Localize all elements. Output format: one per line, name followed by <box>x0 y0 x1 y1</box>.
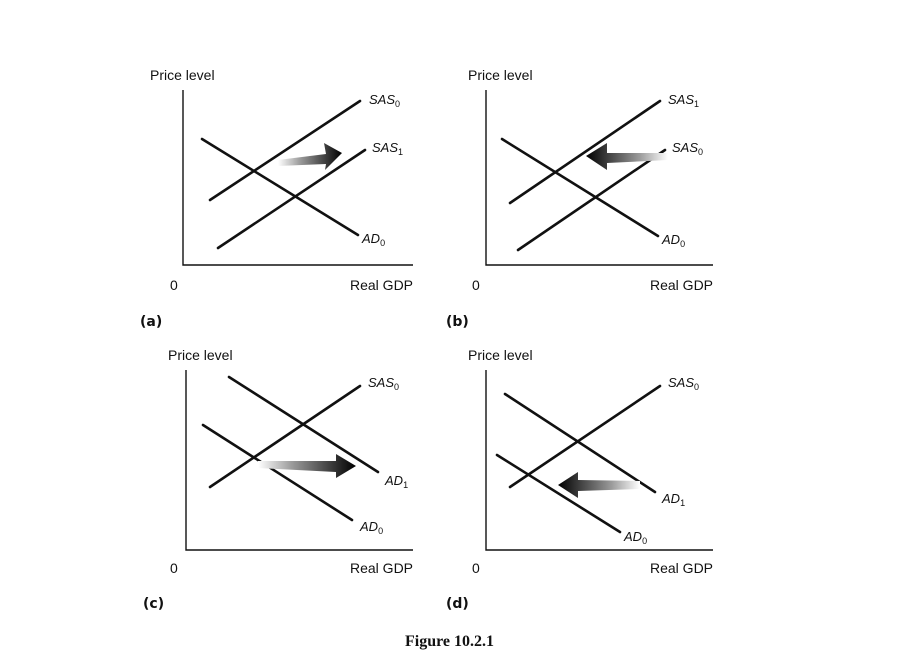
panel-b-x-axis-label: Real GDP <box>650 277 713 293</box>
panel-a-x-axis-label: Real GDP <box>350 277 413 293</box>
panel-a-sas1-curve <box>216 148 367 250</box>
panel-d-axes <box>485 370 713 551</box>
panel-a-axes <box>182 90 413 266</box>
panel-d-y-axis-label: Price level <box>468 347 533 363</box>
panel-d-x-axis-label: Real GDP <box>650 560 713 576</box>
panel-d-sas0-curve <box>508 384 662 489</box>
panel-b-sas1-label: SAS1 <box>668 92 699 109</box>
panel-c-x-axis-label: Real GDP <box>350 560 413 576</box>
panel-a-sas0-label: SAS0 <box>369 92 400 109</box>
panel-c-tag: (c) <box>143 596 164 612</box>
panel-c-shift-right-arrow <box>258 454 356 478</box>
panel-b-origin-label: 0 <box>472 277 480 293</box>
panel-b-axes <box>485 90 713 266</box>
panel-b-sas0-curve <box>516 148 667 252</box>
panel-b-tag: (b) <box>446 314 469 330</box>
panel-d-sas0-label: SAS0 <box>668 375 699 392</box>
panel-c-sas0-label: SAS0 <box>368 375 399 392</box>
panel-c-sas0-curve <box>208 384 362 489</box>
panel-c-origin-label: 0 <box>170 560 178 576</box>
panel-c-y-axis-label: Price level <box>168 347 233 363</box>
panel-b-sas0-label: SAS0 <box>672 140 703 157</box>
panel-a-tag: (a) <box>140 314 162 330</box>
panel-b-y-axis-label: Price level <box>468 67 533 83</box>
panel-a-sas0-curve <box>208 99 362 202</box>
panel-a-origin-label: 0 <box>170 277 178 293</box>
panel-a-shift-right-arrow <box>278 143 342 170</box>
panel-c-ad1-curve <box>227 375 380 474</box>
panel-c: Price level 0 Real GDP (c) SAS0 AD1 AD0 <box>143 347 413 612</box>
figure-caption: Figure 10.2.1 <box>404 633 495 650</box>
panel-c-ad0-curve <box>201 423 354 522</box>
panel-b-ad0-label: AD0 <box>661 232 685 249</box>
panel-d-tag: (d) <box>446 596 469 612</box>
panel-c-axes <box>185 370 413 551</box>
panel-a: Price level 0 Real GDP (a) SAS0 SAS1 AD0 <box>140 67 413 330</box>
panel-b-ad0-curve <box>500 137 660 238</box>
panel-a-ad0-label: AD0 <box>361 231 385 248</box>
panel-b-sas1-curve <box>508 99 662 205</box>
panel-d-ad0-label: AD0 <box>623 529 647 546</box>
panel-b-shift-left-arrow <box>586 143 668 170</box>
panel-d-ad0-curve <box>495 453 622 534</box>
panel-c-ad1-label: AD1 <box>384 473 408 490</box>
panel-d-shift-left-arrow <box>558 472 640 498</box>
panel-d: Price level 0 Real GDP (d) SAS0 AD1 AD0 <box>446 347 713 612</box>
panel-d-ad1-label: AD1 <box>661 491 685 508</box>
panel-a-y-axis-label: Price level <box>150 67 215 83</box>
panel-d-ad1-curve <box>503 392 657 494</box>
panel-a-ad0-curve <box>200 137 360 237</box>
panel-a-sas1-label: SAS1 <box>372 140 403 157</box>
panel-b: Price level 0 Real GDP (b) SAS1 SAS0 AD0 <box>446 67 713 330</box>
panel-d-origin-label: 0 <box>472 560 480 576</box>
panel-c-ad0-label: AD0 <box>359 519 383 536</box>
